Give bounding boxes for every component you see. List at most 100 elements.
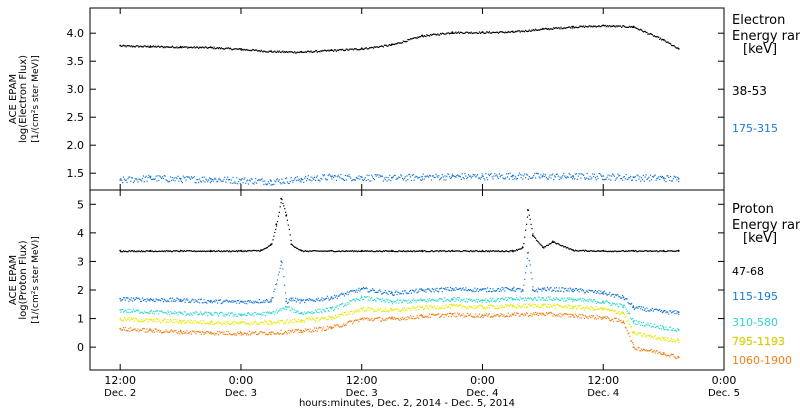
data-point xyxy=(575,299,577,302)
data-point xyxy=(464,250,466,252)
data-point xyxy=(224,322,226,324)
data-point xyxy=(666,355,668,357)
data-point xyxy=(352,179,354,181)
data-point xyxy=(521,246,524,249)
data-point xyxy=(661,336,663,339)
data-point xyxy=(586,26,588,28)
data-point xyxy=(306,178,308,180)
data-point xyxy=(547,288,549,290)
data-point xyxy=(381,318,384,320)
data-point xyxy=(626,329,628,332)
data-point xyxy=(531,228,533,230)
data-point xyxy=(479,300,481,302)
data-point xyxy=(620,297,622,299)
data-point xyxy=(328,50,330,52)
data-point xyxy=(316,330,318,332)
data-point xyxy=(391,317,393,320)
data-point xyxy=(456,175,458,177)
data-point xyxy=(578,299,580,301)
data-point xyxy=(449,32,452,34)
data-point xyxy=(356,291,358,293)
data-point xyxy=(247,49,249,51)
data-point xyxy=(639,306,641,308)
data-point xyxy=(534,236,536,238)
data-point xyxy=(380,175,382,177)
data-point xyxy=(498,315,500,317)
data-point xyxy=(126,311,128,313)
x-tick-day-label: Dec. 2 xyxy=(104,388,136,399)
data-point xyxy=(191,330,193,332)
data-point xyxy=(194,251,196,253)
data-point xyxy=(649,350,651,352)
data-point xyxy=(414,251,416,253)
data-point xyxy=(390,318,392,320)
data-point xyxy=(133,328,135,330)
data-point xyxy=(323,309,325,311)
data-point xyxy=(618,318,620,320)
data-point xyxy=(653,35,655,37)
data-point xyxy=(351,250,353,252)
data-point xyxy=(272,331,274,333)
data-point xyxy=(606,309,608,311)
data-point xyxy=(578,250,580,252)
data-point xyxy=(220,303,222,305)
data-point xyxy=(421,175,423,178)
data-point xyxy=(618,175,620,177)
data-point xyxy=(591,299,593,301)
data-point xyxy=(640,28,642,30)
data-point xyxy=(255,178,257,180)
data-point xyxy=(358,321,360,323)
data-point xyxy=(516,307,518,309)
legend-title: Electron xyxy=(732,13,785,28)
data-point xyxy=(353,298,355,300)
data-point xyxy=(284,332,286,334)
data-point xyxy=(217,250,219,252)
data-point xyxy=(646,307,648,309)
data-point xyxy=(613,175,615,177)
data-point xyxy=(362,288,364,290)
data-point xyxy=(525,297,527,299)
data-point xyxy=(186,322,188,324)
data-point xyxy=(157,329,159,331)
data-point xyxy=(423,178,425,180)
data-point xyxy=(228,312,230,314)
data-point xyxy=(352,48,354,50)
data-point xyxy=(582,289,584,291)
data-point xyxy=(487,179,489,181)
data-point xyxy=(339,313,341,315)
data-point xyxy=(157,299,159,301)
data-point xyxy=(137,251,139,253)
data-point xyxy=(548,289,550,291)
data-point xyxy=(627,26,629,28)
data-point xyxy=(651,336,653,338)
data-point xyxy=(600,174,602,176)
data-point xyxy=(486,313,488,315)
data-point xyxy=(215,311,217,313)
data-point xyxy=(272,183,274,186)
data-point xyxy=(147,250,149,252)
data-point xyxy=(147,299,149,301)
data-point xyxy=(210,180,212,182)
data-point xyxy=(567,313,569,315)
data-point xyxy=(265,183,267,185)
data-point xyxy=(621,26,623,28)
data-point xyxy=(260,249,262,251)
data-point xyxy=(364,47,366,49)
data-point xyxy=(139,312,141,314)
data-point xyxy=(120,300,122,302)
data-point xyxy=(240,322,242,324)
data-point xyxy=(314,250,317,252)
data-point xyxy=(444,250,446,252)
data-point xyxy=(368,307,370,309)
data-point xyxy=(291,179,293,181)
data-point xyxy=(469,299,471,301)
series-115-195 xyxy=(119,251,680,315)
data-point xyxy=(574,27,576,29)
data-point xyxy=(274,50,276,52)
data-point xyxy=(434,306,436,308)
data-point xyxy=(202,46,204,48)
data-point xyxy=(248,249,250,252)
data-point xyxy=(182,331,184,333)
data-point xyxy=(164,175,166,177)
data-point xyxy=(461,314,463,317)
